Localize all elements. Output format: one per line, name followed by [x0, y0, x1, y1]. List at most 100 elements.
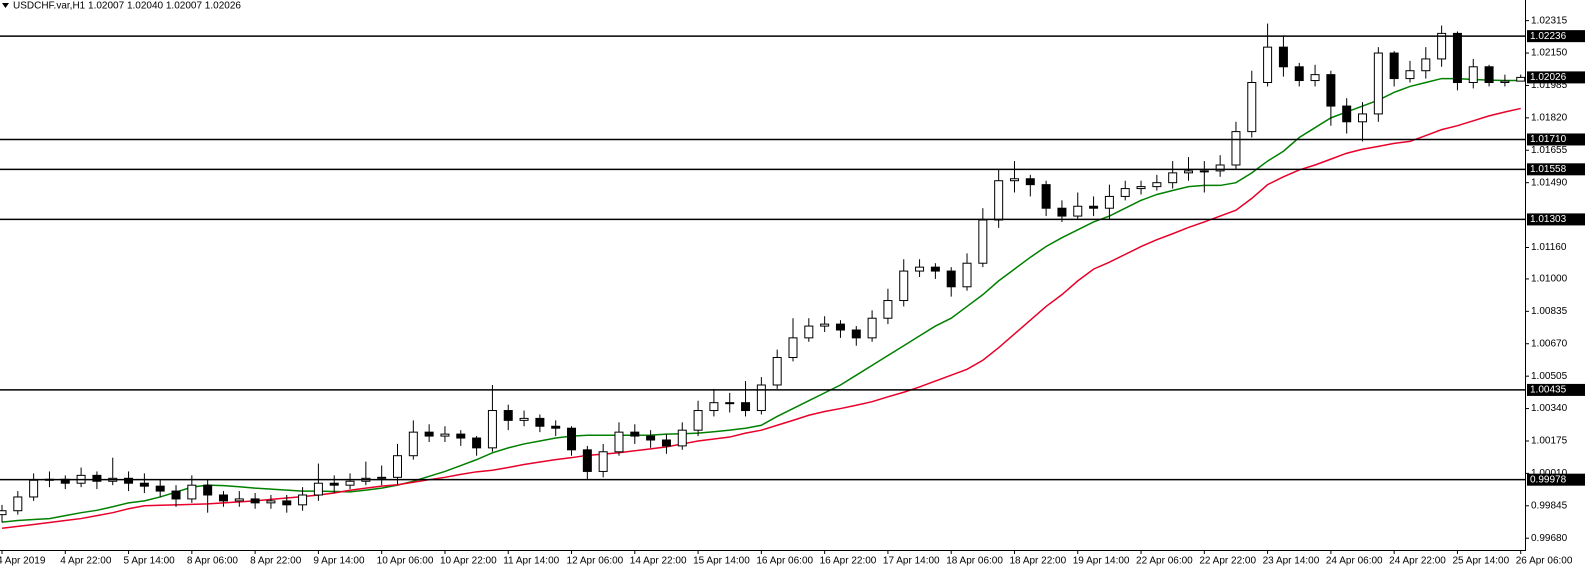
candle-body [551, 425, 561, 429]
candle-body [1342, 105, 1352, 123]
candle-body [393, 455, 402, 478]
y-tick-label: 0.99680 [1531, 533, 1568, 544]
level-badge [1527, 213, 1585, 226]
candle-body [124, 477, 134, 484]
level-label: 1.01303 [1530, 214, 1567, 225]
candle-body [1516, 76, 1526, 82]
candle-body [503, 410, 513, 421]
candle-body [709, 402, 719, 412]
candle-body [139, 482, 149, 487]
candle-body [1168, 172, 1178, 184]
candle-body [772, 357, 782, 386]
candle-body [804, 325, 814, 339]
level-label: 0.99978 [1530, 474, 1567, 485]
candle-body [1437, 32, 1447, 60]
y-tick-label: 0.99845 [1531, 500, 1568, 511]
y-tick-label: 1.01985 [1531, 80, 1568, 91]
candle-body [1358, 113, 1368, 123]
x-tick-label: 8 Apr 06:00 [187, 556, 239, 567]
level-badge [1527, 473, 1585, 486]
candle-body [788, 337, 798, 359]
y-tick-label: 1.01000 [1531, 274, 1568, 285]
candle-body [472, 437, 482, 449]
candle-body [155, 485, 165, 492]
x-tick-label: 12 Apr 06:00 [567, 556, 624, 567]
y-tick-label: 1.00175 [1531, 436, 1568, 447]
last-price-badge [1527, 71, 1585, 84]
candle-body [171, 490, 181, 500]
x-tick-label: 17 Apr 14:00 [883, 556, 940, 567]
candle-body [13, 496, 23, 512]
candle-body [1421, 58, 1431, 72]
y-tick-label: 1.00835 [1531, 306, 1568, 317]
candle-body [1310, 74, 1320, 82]
candle-body [1247, 82, 1257, 133]
moving-average-line [1, 77, 1521, 523]
x-tick-label: 10 Apr 06:00 [377, 556, 434, 567]
y-tick-label: 1.01490 [1531, 177, 1568, 188]
level-badge [1527, 383, 1585, 396]
candle-body [1405, 70, 1415, 80]
y-tick-label: 1.01160 [1531, 242, 1567, 253]
candle-body [1009, 178, 1019, 182]
candle-body [282, 500, 292, 506]
candle-body [582, 449, 592, 472]
level-label: 1.00435 [1530, 385, 1567, 396]
level-label: 1.02236 [1530, 31, 1567, 42]
candle-body [1278, 46, 1288, 68]
x-tick-label: 4 Apr 2019 [0, 556, 46, 567]
candle-body [92, 474, 102, 482]
candle-body [820, 323, 830, 327]
y-tick-label: 1.00505 [1531, 371, 1568, 382]
candle-body [1373, 52, 1383, 115]
x-tick-label: 5 Apr 14:00 [124, 556, 176, 567]
candle-body [661, 439, 671, 447]
x-tick-label: 10 Apr 22:00 [440, 556, 497, 567]
level-badge [1527, 133, 1585, 146]
x-tick-label: 4 Apr 22:00 [60, 556, 112, 567]
candle-body [1089, 205, 1099, 209]
last-price-label: 1.02026 [1530, 72, 1567, 83]
candle-body [693, 410, 703, 431]
y-tick-label: 1.01655 [1531, 145, 1568, 156]
candle-body [1120, 188, 1130, 197]
candle-body [1199, 170, 1209, 173]
chart-title: USDCHF.var,H1 1.02007 1.02040 1.02007 1.… [13, 1, 241, 12]
candle-body [741, 402, 751, 412]
candle-body [408, 431, 418, 457]
candle-body [298, 494, 308, 506]
candle-body [598, 451, 608, 472]
x-tick-label: 22 Apr 06:00 [1136, 556, 1193, 567]
level-label: 1.01558 [1530, 164, 1567, 175]
collapse-icon [2, 3, 9, 8]
candle-body [1136, 186, 1146, 190]
x-tick-label: 23 Apr 14:00 [1263, 556, 1320, 567]
x-tick-label: 8 Apr 22:00 [250, 556, 302, 567]
x-tick-label: 26 Apr 06:00 [1516, 556, 1573, 567]
candle-body [978, 219, 988, 264]
candle-body [567, 427, 577, 451]
candle-body [345, 480, 355, 486]
level-badge [1527, 30, 1585, 43]
candle-body [994, 180, 1004, 221]
candle-body [930, 266, 940, 272]
candle-body [883, 300, 893, 319]
candle-body [1025, 178, 1035, 186]
candle-body [519, 417, 529, 421]
x-tick-label: 16 Apr 22:00 [820, 556, 877, 567]
candle-body [250, 498, 260, 504]
candle-body [962, 262, 972, 288]
candle-body [1215, 164, 1225, 172]
y-tick-label: 1.02150 [1531, 48, 1568, 59]
candle-body [29, 479, 39, 498]
x-tick-label: 24 Apr 06:00 [1326, 556, 1383, 567]
candle-body [867, 317, 877, 339]
candle-body [234, 498, 244, 502]
x-tick-label: 9 Apr 14:00 [313, 556, 365, 567]
candle-body [218, 494, 228, 502]
candle-body [329, 482, 339, 486]
x-tick-label: 15 Apr 14:00 [693, 556, 750, 567]
x-tick-label: 25 Apr 14:00 [1452, 556, 1509, 567]
candle-body [0, 510, 7, 516]
